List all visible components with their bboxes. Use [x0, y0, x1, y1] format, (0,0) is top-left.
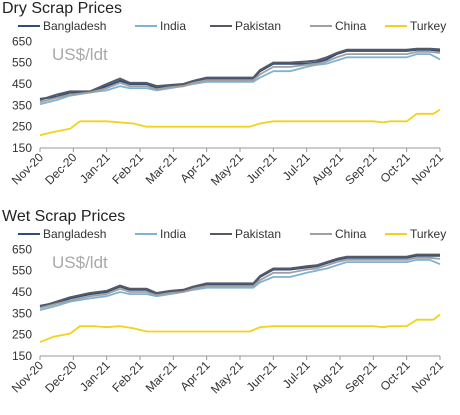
legend-label-bangladesh: Bangladesh	[43, 19, 106, 33]
y-tick-label: 650	[12, 242, 32, 256]
y-tick-label: 150	[12, 141, 32, 155]
y-tick-label: 550	[12, 264, 32, 278]
x-tick-label: Aug-21	[309, 358, 346, 395]
x-tick-label: Feb-21	[109, 358, 146, 395]
x-tick-label: Nov-21	[409, 358, 446, 395]
x-tick-label: Nov-20	[9, 358, 46, 395]
legend-label-pakistan: Pakistan	[235, 227, 281, 241]
y-tick-label: 250	[12, 120, 32, 134]
wet-scrap-chart-panel: Wet Scrap Prices 150 250 350 450 550 650 Nov-2…	[0, 208, 460, 413]
legend-label-pakistan: Pakistan	[235, 19, 281, 33]
x-tick-label: Apr-21	[177, 150, 213, 186]
y-tick-label: 250	[12, 328, 32, 342]
x-tick-label: Dec-20	[42, 150, 79, 187]
legend-label-turkey: Turkey	[410, 19, 446, 33]
y-tick-label: 450	[12, 285, 32, 299]
y-tick-label: 150	[12, 349, 32, 363]
x-tick-label: Jun-21	[244, 150, 280, 186]
series-line-pakistan	[39, 47, 441, 101]
x-tick-label: Mar-21	[143, 150, 180, 187]
x-tick-label: May-21	[208, 150, 246, 188]
y-tick-label: 350	[12, 98, 32, 112]
y-tick-label: 350	[12, 306, 32, 320]
legend-label-china: China	[335, 227, 367, 241]
x-tick-label: Mar-21	[143, 358, 180, 395]
x-tick-label: Aug-21	[309, 150, 346, 187]
x-tick-label: Jul-21	[280, 358, 313, 391]
series-line-india	[39, 259, 441, 311]
legend-label-india: India	[160, 19, 186, 33]
legend-label-turkey: Turkey	[410, 227, 446, 241]
dry-scrap-chart-panel: Dry Scrap Prices 150 250 350 450 550 650 Nov-2…	[0, 0, 460, 205]
x-tick-label: May-21	[208, 358, 246, 396]
x-tick-label: Oct-21	[377, 358, 413, 394]
x-tick-label: Nov-21	[409, 150, 446, 187]
x-tick-label: Jun-21	[244, 358, 280, 394]
x-tick-label: Feb-21	[109, 150, 146, 187]
x-tick-label: Apr-21	[177, 358, 213, 394]
dry-scrap-line-chart: 150 250 350 450 550 650 Nov-20Dec-20Jan-21Feb-…	[9, 19, 446, 188]
unit-annotation: US$/ldt	[52, 253, 108, 272]
series-line-pakistan	[39, 253, 440, 308]
y-tick-label: 650	[12, 34, 32, 48]
x-tick-label: Sep-21	[342, 150, 379, 187]
wet-scrap-line-chart: 150 250 350 450 550 650 Nov-20Dec-20Jan-21Feb-…	[9, 227, 446, 396]
x-tick-label: Dec-20	[42, 358, 79, 395]
legend-label-china: China	[335, 19, 367, 33]
legend-label-india: India	[160, 227, 186, 241]
y-tick-label: 550	[12, 56, 32, 70]
x-tick-label: Jan-21	[77, 358, 113, 394]
unit-annotation: US$/ldt	[52, 45, 108, 64]
series-line-turkey	[39, 313, 441, 343]
x-tick-label: Sep-21	[342, 358, 379, 395]
series-line-turkey	[39, 108, 441, 137]
chart-title: Wet Scrap Prices	[2, 208, 126, 225]
y-tick-label: 450	[12, 77, 32, 91]
series-line-china	[39, 256, 441, 309]
x-tick-label: Nov-20	[9, 150, 46, 187]
chart-title: Dry Scrap Prices	[2, 0, 123, 17]
x-tick-label: Oct-21	[377, 150, 413, 186]
series-line-china	[39, 51, 441, 103]
x-tick-label: Jul-21	[280, 150, 313, 183]
series-line-india	[39, 53, 441, 106]
legend-label-bangladesh: Bangladesh	[43, 227, 106, 241]
x-tick-label: Jan-21	[77, 150, 113, 186]
